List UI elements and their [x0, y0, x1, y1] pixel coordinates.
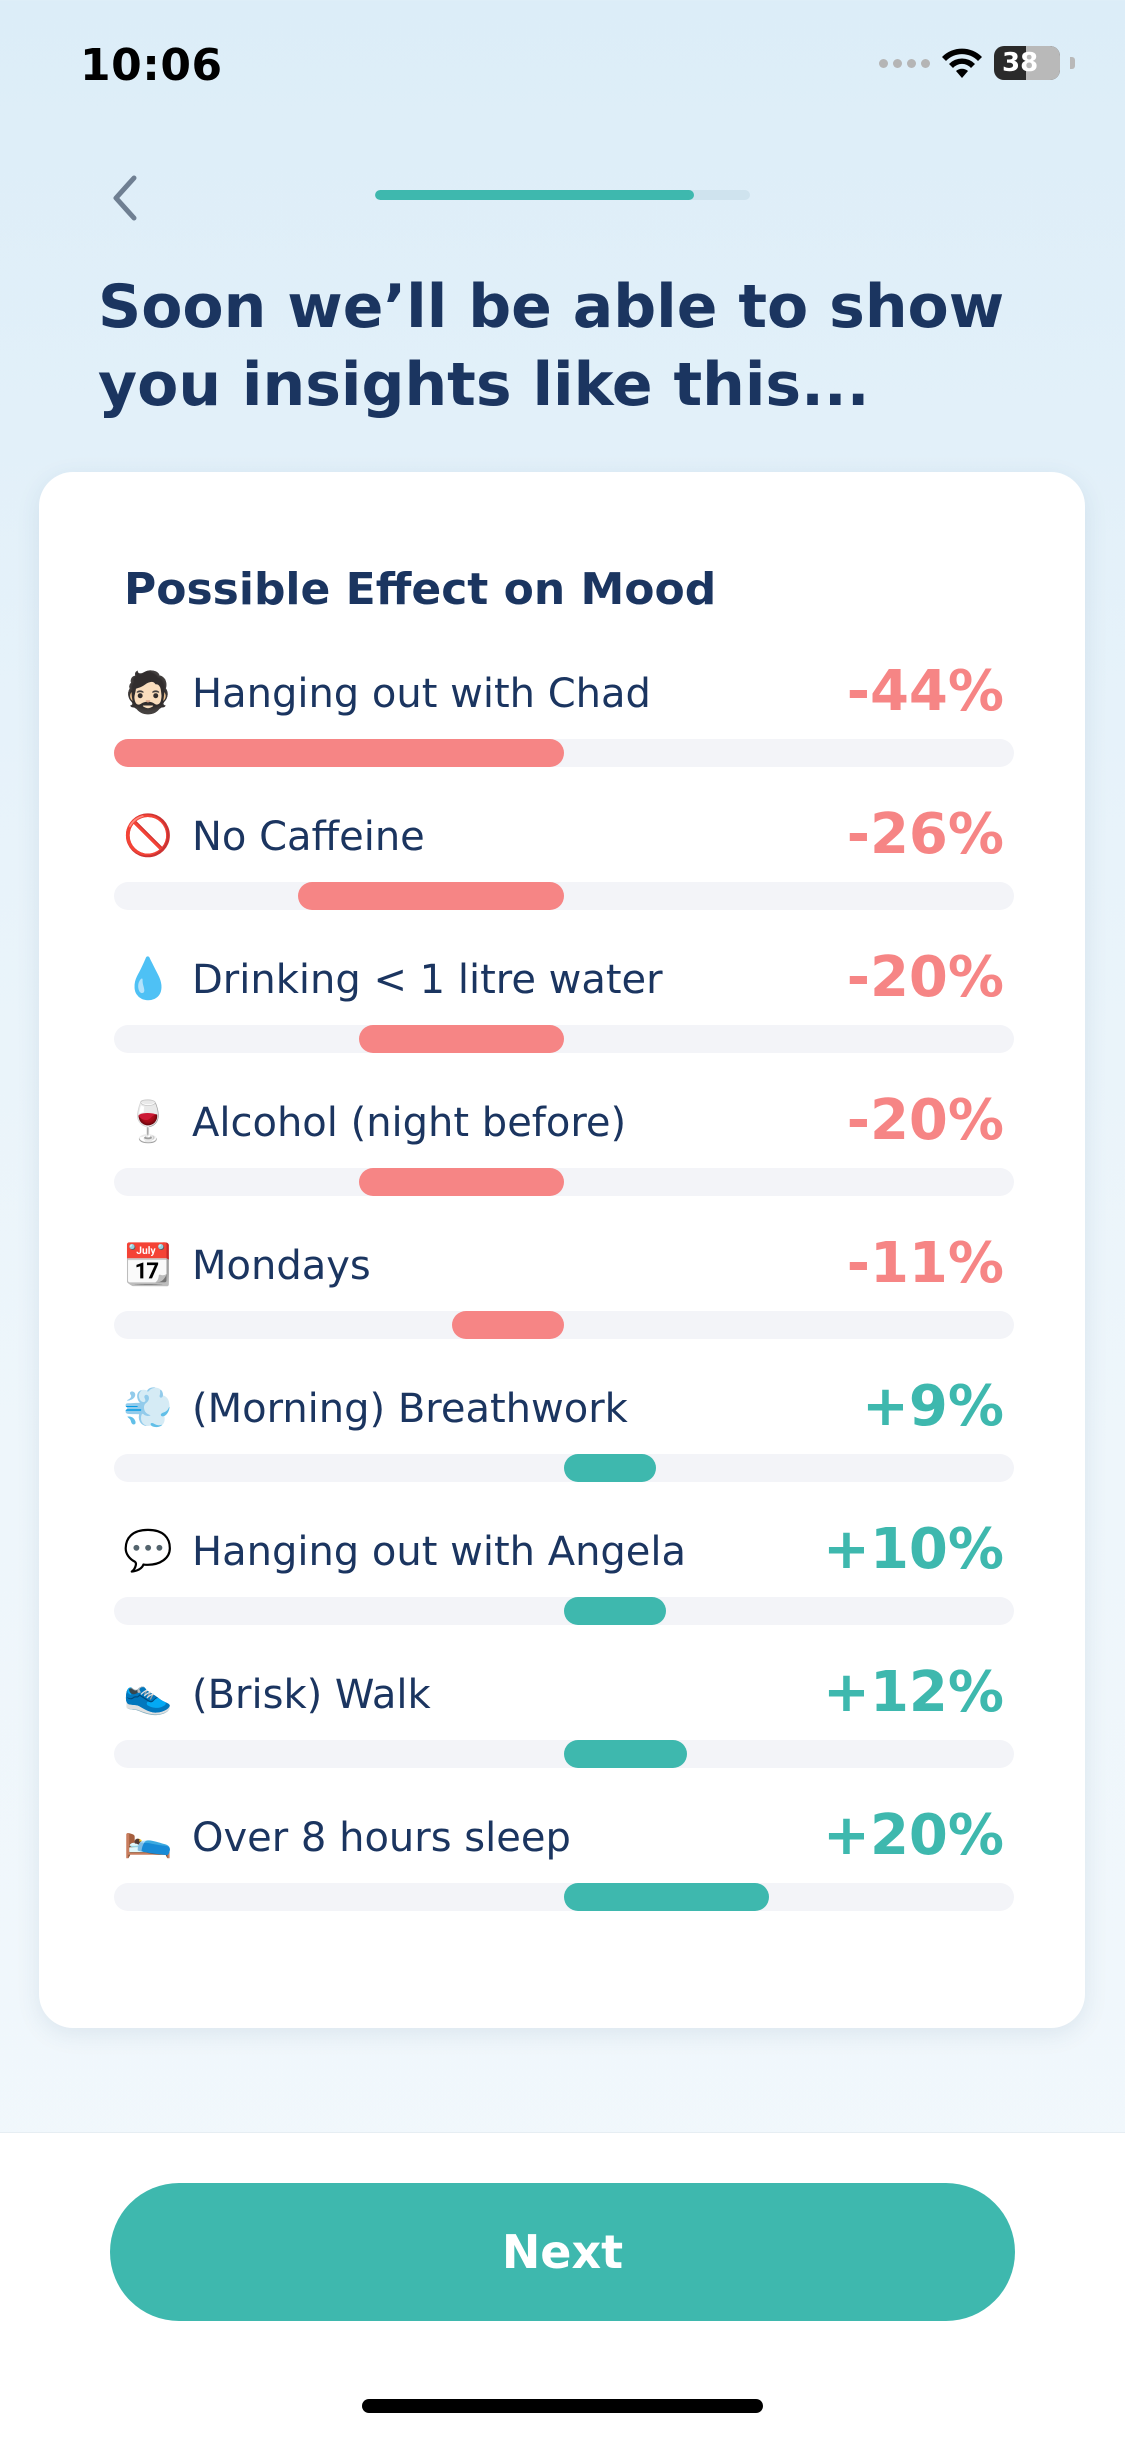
mood-effect-track [114, 1597, 1014, 1625]
speech-bubble-icon: 💬 [123, 1528, 173, 1574]
mood-effect-percent: +20% [823, 1803, 1004, 1868]
mood-effect-percent: -20% [846, 1088, 1004, 1153]
mood-effect-percent: -44% [846, 659, 1004, 724]
mood-effect-bar [114, 739, 564, 767]
mood-effect-row: 💧 Drinking < 1 litre water -20% [114, 945, 1014, 1063]
mood-effect-track [114, 1168, 1014, 1196]
mood-effect-row: 🚫 No Caffeine -26% [114, 802, 1014, 920]
mood-effect-percent: -11% [846, 1231, 1004, 1296]
mood-effect-label: Over 8 hours sleep [192, 1815, 571, 1861]
battery-level: 38 [1002, 48, 1039, 78]
mood-effect-label: Hanging out with Chad [192, 671, 651, 717]
page-title: Soon we’ll be able to show you insights … [98, 272, 1005, 420]
footer: Next [0, 2132, 1125, 2437]
mood-effect-track [114, 1311, 1014, 1339]
mood-effect-row: 🛌 Over 8 hours sleep +20% [114, 1803, 1014, 1921]
wine-glass-icon: 🍷 [123, 1099, 173, 1145]
mood-effect-label: (Brisk) Walk [192, 1672, 431, 1718]
bed-icon: 🛌 [123, 1814, 173, 1860]
mood-effect-percent: -20% [846, 945, 1004, 1010]
mood-effect-row: 🧔🏻 Hanging out with Chad -44% [114, 659, 1014, 777]
mood-effect-label: Hanging out with Angela [192, 1529, 687, 1575]
mood-effect-percent: +10% [823, 1517, 1004, 1582]
mood-effect-label: No Caffeine [192, 814, 425, 860]
mood-effect-label: (Morning) Breathwork [192, 1386, 628, 1432]
droplet-icon: 💧 [123, 956, 173, 1002]
cellular-signal-icon [879, 58, 930, 68]
calendar-icon: 📆 [123, 1242, 173, 1288]
mood-effect-percent: +12% [823, 1660, 1004, 1725]
mood-effect-track [114, 739, 1014, 767]
mood-effect-bar [451, 1311, 564, 1339]
battery-tip [1070, 57, 1075, 69]
mood-effect-bar [359, 1168, 564, 1196]
sneaker-icon: 👟 [123, 1671, 173, 1717]
mood-effect-percent: -26% [846, 802, 1004, 867]
mood-effect-bar [564, 1883, 769, 1911]
mood-effect-track [114, 1883, 1014, 1911]
status-time: 10:06 [80, 40, 223, 91]
mood-effect-label: Drinking < 1 litre water [192, 957, 663, 1003]
mood-effect-row: 🍷 Alcohol (night before) -20% [114, 1088, 1014, 1206]
status-indicators: 38 [879, 46, 1075, 80]
chevron-left-icon [113, 175, 137, 221]
mood-effect-bar [564, 1597, 667, 1625]
mood-effect-label: Mondays [192, 1243, 371, 1289]
bearded-man-icon: 🧔🏻 [123, 670, 173, 716]
mood-effect-track [114, 882, 1014, 910]
wifi-icon [942, 48, 982, 78]
mood-effect-bar [564, 1454, 657, 1482]
card-title: Possible Effect on Mood [124, 564, 717, 615]
onboarding-progress-bar [375, 190, 750, 200]
onboarding-progress-fill [375, 190, 694, 200]
mood-effect-bar [359, 1025, 564, 1053]
back-button[interactable] [100, 168, 150, 228]
status-bar: 10:06 38 [0, 0, 1125, 130]
mood-effect-bar [298, 882, 564, 910]
mood-effect-row: 👟 (Brisk) Walk +12% [114, 1660, 1014, 1778]
mood-effect-row: 📆 Mondays -11% [114, 1231, 1014, 1349]
mood-effect-percent: +9% [862, 1374, 1004, 1439]
mood-effect-row: 💬 Hanging out with Angela +10% [114, 1517, 1014, 1635]
battery-icon: 38 [994, 46, 1060, 80]
mood-effect-track [114, 1740, 1014, 1768]
wind-icon: 💨 [123, 1385, 173, 1431]
mood-effects-card: Possible Effect on Mood 🧔🏻 Hanging out wi… [39, 472, 1085, 2028]
next-button[interactable]: Next [110, 2183, 1015, 2321]
no-entry-icon: 🚫 [123, 813, 173, 859]
home-indicator [362, 2399, 763, 2413]
mood-effect-row: 💨 (Morning) Breathwork +9% [114, 1374, 1014, 1492]
mood-effect-track [114, 1025, 1014, 1053]
mood-effect-track [114, 1454, 1014, 1482]
mood-effect-bar [564, 1740, 687, 1768]
mood-effect-label: Alcohol (night before) [192, 1100, 627, 1146]
